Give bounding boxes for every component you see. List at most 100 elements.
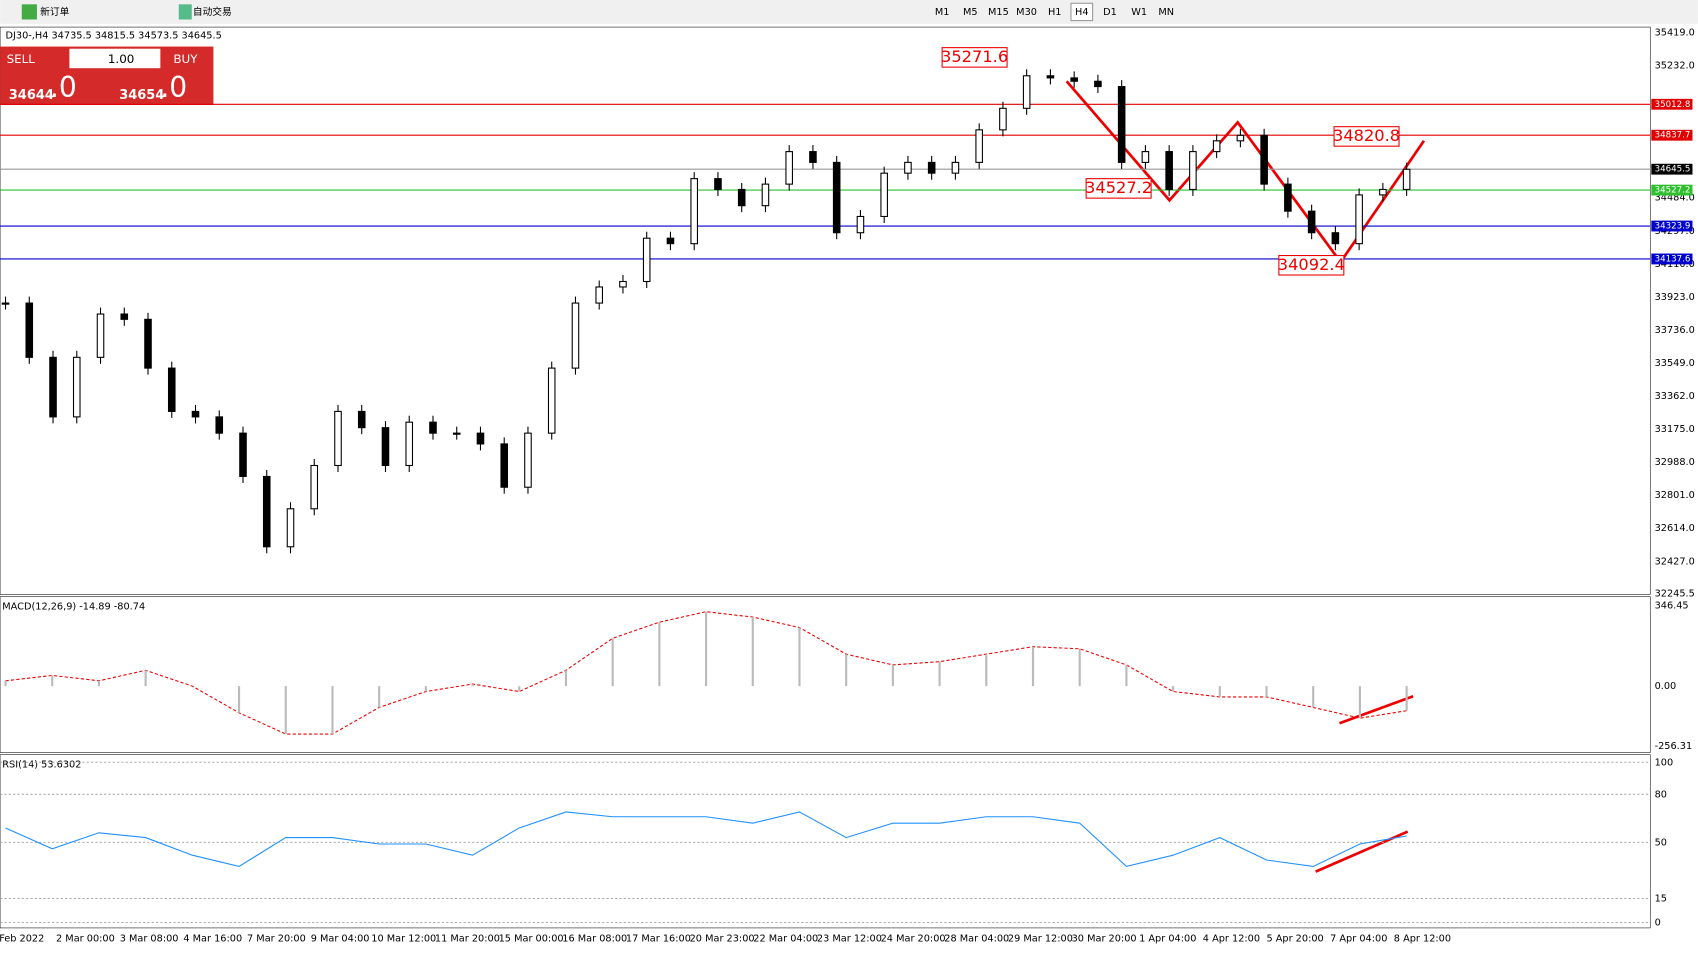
candle (215, 416, 224, 434)
candle (1284, 183, 1292, 212)
candle (1070, 77, 1078, 82)
candle (809, 151, 817, 163)
auto-trade[interactable]: 自动交易 (193, 5, 232, 18)
main-panel (0, 26, 1651, 595)
annotation: 34527.2 (1085, 178, 1152, 197)
buy-button[interactable]: BUY (173, 52, 198, 66)
level-box (1651, 253, 1693, 265)
new-order[interactable]: 新订单 (40, 5, 69, 18)
price-tick-label: 32245.5 (1655, 588, 1695, 599)
candle (381, 427, 390, 467)
time-label: 20 Mar 23:00 (690, 934, 755, 945)
candle (405, 421, 414, 467)
candle (951, 161, 960, 174)
annotation: 34092.4 (1278, 255, 1345, 274)
time-label: 4 Apr 12:00 (1203, 934, 1260, 945)
level-label: 34837.7 (1655, 131, 1691, 141)
rsi-arrow (1315, 830, 1409, 873)
candle (167, 367, 176, 412)
level-box (1651, 184, 1693, 196)
candle (72, 356, 81, 418)
rsi-tick-label: 0 (1655, 918, 1661, 929)
time-label: 1 Apr 04:00 (1139, 934, 1196, 945)
auto-trade-icon[interactable] (178, 4, 192, 20)
candle (1165, 151, 1173, 190)
price-tick-label: 32988.0 (1655, 457, 1695, 468)
candle (1141, 151, 1150, 163)
lots[interactable]: 1.00 (108, 52, 135, 66)
candle (96, 313, 105, 358)
candle (144, 318, 152, 369)
candle (1189, 151, 1197, 190)
level-label: 35012.8 (1655, 100, 1691, 110)
timeframe-button[interactable]: M15 (988, 7, 1009, 18)
candle (1094, 80, 1102, 88)
price-tick-label: 32427.0 (1655, 556, 1695, 567)
price-tick-label: 33362.0 (1655, 391, 1695, 402)
trade-panel: SELL BUY 1.00 34644 .0 34654 .0 (0, 46, 214, 106)
candle (120, 313, 129, 320)
candle (310, 464, 319, 510)
buy-fraction[interactable]: .0 (160, 71, 187, 104)
timeframe-button[interactable]: H1 (1048, 7, 1062, 18)
timeframe-button[interactable]: D1 (1103, 7, 1117, 18)
time-label: 17 Mar 16:00 (626, 934, 691, 945)
level-label: 34323.9 (1655, 222, 1691, 232)
candle (49, 356, 57, 418)
timeframe-button[interactable]: H4 (1075, 7, 1089, 18)
sell-button[interactable]: SELL (7, 52, 36, 66)
timeframe-button[interactable]: W1 (1131, 7, 1147, 18)
time-label: 4 Mar 16:00 (183, 934, 242, 945)
candle (1355, 194, 1363, 245)
sell-fraction[interactable]: .0 (50, 71, 77, 104)
candle (619, 280, 627, 288)
rsi-tick-label: 80 (1655, 789, 1667, 800)
arrows (1065, 80, 1426, 265)
annotation-box (1278, 254, 1345, 276)
candle (334, 410, 342, 467)
candle (832, 161, 841, 234)
time-label: 16 Mar 08:00 (562, 934, 627, 945)
level-box (1651, 220, 1693, 232)
candle (856, 215, 865, 234)
rsi-panel (0, 754, 1651, 929)
new-order-icon[interactable] (21, 4, 37, 20)
rsi-tick-label: 100 (1655, 757, 1674, 768)
price-tick-label: 33175.0 (1655, 424, 1695, 435)
time-label: 22 Mar 04:00 (753, 934, 818, 945)
annotation-box (941, 47, 1008, 68)
candle (524, 432, 532, 488)
candle (761, 183, 770, 207)
level-label: 34137.6 (1655, 254, 1691, 264)
candle (239, 432, 247, 477)
candle (1379, 188, 1387, 196)
timeframe-button[interactable]: M1 (935, 7, 950, 18)
candle (476, 432, 485, 445)
candle (262, 475, 271, 548)
timeframe-button[interactable]: M30 (1016, 7, 1037, 18)
price-tick-label: 33923.0 (1655, 292, 1695, 303)
candle (571, 302, 580, 369)
rsi-tick-label: 50 (1655, 837, 1667, 848)
time-label: 7 Apr 04:00 (1330, 934, 1387, 945)
time-label: 30 Mar 20:00 (1072, 934, 1137, 945)
candle (286, 508, 295, 548)
level-label: 34527.2 (1655, 186, 1691, 196)
candle (357, 410, 366, 429)
sell-price[interactable]: 34644 (9, 88, 54, 103)
candle (429, 421, 437, 434)
price-tick-label: 33736.0 (1655, 325, 1695, 336)
candle (999, 107, 1007, 131)
lots-input[interactable] (69, 48, 161, 69)
buy-price[interactable]: 34654 (119, 88, 164, 103)
level-box (1651, 163, 1693, 175)
candle (1331, 232, 1340, 245)
candle (714, 178, 722, 190)
timeframe-button[interactable]: MN (1158, 7, 1174, 18)
timeframe-button[interactable]: M5 (963, 7, 978, 18)
time-label: 8 Apr 12:00 (1394, 934, 1451, 945)
price-tick-label: 32801.0 (1655, 490, 1695, 501)
rsi-label: RSI(14) 53.6302 (2, 759, 81, 770)
